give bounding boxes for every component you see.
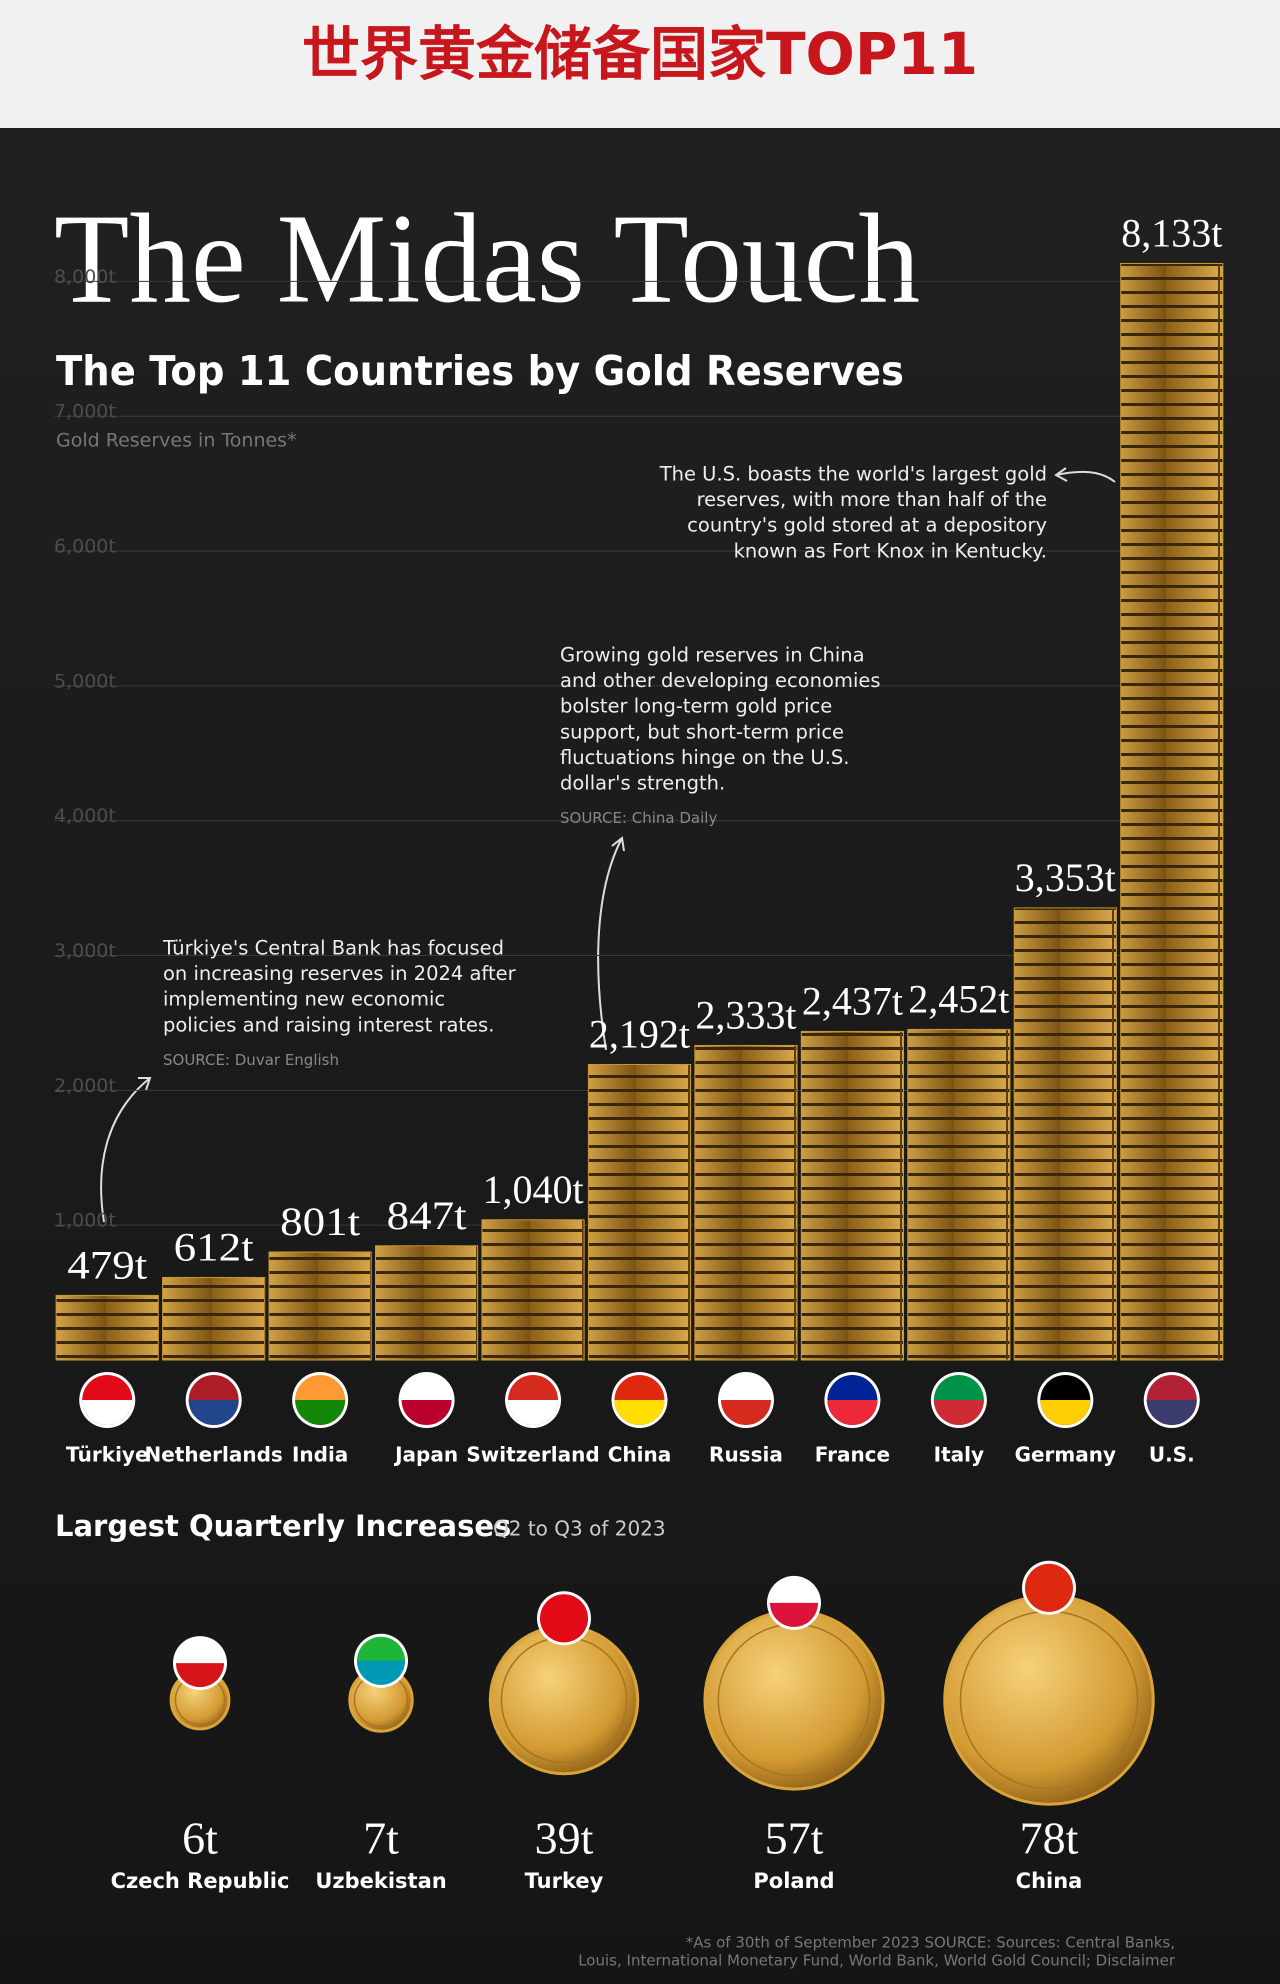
- bar: [481, 1219, 585, 1361]
- y-tick-label: 8,000t: [54, 266, 116, 288]
- annotation: Türkiye's Central Bank has focused: [162, 937, 504, 960]
- annotation: implementing new economic: [163, 988, 445, 1011]
- annotation-source: SOURCE: China Daily: [560, 809, 717, 827]
- annotation: on increasing reserves in 2024 after: [163, 962, 517, 985]
- x-tick-label: Italy: [934, 1443, 984, 1467]
- annotation: bolster long-term gold price: [560, 695, 832, 718]
- annotation: reserves, with more than half of the: [697, 488, 1047, 511]
- chart-title: The Midas Touch: [54, 187, 920, 329]
- flag: [188, 1400, 239, 1425]
- annotation: country's gold stored at a depository: [687, 514, 1047, 537]
- annotation: dollar's strength.: [560, 772, 725, 795]
- arrow: [1054, 467, 1116, 483]
- footnote: *As of 30th of September 2023 SOURCE: So…: [686, 1934, 1175, 1952]
- value-label: 3,353t: [1015, 855, 1116, 900]
- y-tick-label: 4,000t: [54, 805, 116, 827]
- x-tick-label: Türkiye: [66, 1443, 149, 1467]
- y-tick-label: 2,000t: [54, 1075, 116, 1097]
- banner-title: 世界黄金储备国家TOP11: [302, 20, 978, 88]
- bar: [694, 1044, 798, 1361]
- value-label: 2,437t: [802, 979, 903, 1024]
- annotation: support, but short-term price: [560, 720, 844, 743]
- bar: [1120, 262, 1224, 1361]
- annotation: and other developing economies: [560, 669, 881, 692]
- banner: [0, 0, 1280, 128]
- y-axis-label: Gold Reserves in Tonnes*: [56, 430, 297, 452]
- value-label: 7t: [363, 1813, 399, 1864]
- value-label: 6t: [182, 1813, 218, 1864]
- category-label: Czech Republic: [111, 1869, 290, 1893]
- section-title: Largest Quarterly Increases: [55, 1509, 511, 1543]
- annotation-source: SOURCE: Duvar English: [163, 1051, 339, 1069]
- coin: [488, 1624, 640, 1776]
- flag: [82, 1400, 133, 1425]
- value-label: 2,452t: [908, 977, 1009, 1022]
- bar: [1013, 907, 1117, 1361]
- y-tick-label: 1,000t: [54, 1210, 116, 1232]
- value-label: 847t: [387, 1193, 467, 1238]
- category-label: Uzbekistan: [315, 1869, 446, 1893]
- x-tick-label: Germany: [1015, 1443, 1116, 1467]
- annotation: fluctuations hinge on the U.S.: [560, 746, 849, 769]
- value-label: 612t: [174, 1225, 254, 1270]
- bar: [374, 1245, 479, 1361]
- bar: [268, 1251, 372, 1361]
- annotation: Growing gold reserves in China: [560, 644, 865, 667]
- value-label: 8,133t: [1121, 211, 1222, 256]
- annotation: policies and raising interest rates.: [163, 1013, 494, 1036]
- footnote: Louis, International Monetary Fund, Worl…: [578, 1952, 1176, 1970]
- value-label: 57t: [765, 1813, 824, 1864]
- x-tick-label: Switzerland: [466, 1443, 599, 1467]
- flag: [720, 1400, 771, 1425]
- x-tick-label: U.S.: [1149, 1443, 1195, 1467]
- category-label: Turkey: [525, 1869, 604, 1893]
- bar: [587, 1063, 692, 1361]
- value-label: 1,040t: [482, 1167, 583, 1212]
- bar: [907, 1028, 1011, 1361]
- bar: [800, 1030, 905, 1361]
- flag: [1040, 1400, 1091, 1425]
- y-tick-label: 3,000t: [54, 940, 116, 962]
- x-tick-label: Russia: [709, 1443, 783, 1467]
- chart-subtitle: The Top 11 Countries by Gold Reserves: [56, 347, 904, 395]
- x-tick-label: China: [608, 1443, 672, 1467]
- flag: [933, 1400, 984, 1425]
- value-label: 78t: [1020, 1813, 1079, 1864]
- flag: [401, 1400, 452, 1425]
- x-tick-label: France: [815, 1443, 890, 1467]
- bar: [162, 1276, 266, 1361]
- flag: [176, 1663, 224, 1688]
- bar: [55, 1294, 159, 1361]
- flag: [508, 1400, 559, 1425]
- annotation: The U.S. boasts the world's largest gold: [659, 463, 1047, 486]
- flag: [770, 1602, 818, 1627]
- flag: [1146, 1400, 1197, 1425]
- flag: [614, 1400, 665, 1425]
- coin: [943, 1594, 1155, 1806]
- category-label: Poland: [753, 1869, 834, 1893]
- flag: [295, 1400, 346, 1425]
- flag: [1025, 1587, 1073, 1612]
- category-label: China: [1016, 1869, 1083, 1893]
- coin: [703, 1609, 885, 1791]
- x-tick-label: Netherlands: [145, 1443, 283, 1467]
- value-label: 2,333t: [695, 993, 796, 1038]
- y-tick-label: 5,000t: [54, 670, 116, 692]
- section-subtitle: Q2 to Q3 of 2023: [493, 1517, 666, 1541]
- value-label: 2,192t: [589, 1012, 690, 1057]
- arrow: [597, 836, 625, 1051]
- x-tick-label: India: [292, 1443, 348, 1467]
- value-label: 801t: [280, 1199, 360, 1244]
- flag: [357, 1660, 405, 1685]
- value-label: 479t: [67, 1243, 147, 1288]
- x-tick-label: Japan: [393, 1443, 458, 1467]
- y-tick-label: 6,000t: [54, 536, 116, 558]
- flag: [540, 1618, 588, 1643]
- annotation: known as Fort Knox in Kentucky.: [734, 539, 1047, 562]
- flag: [827, 1400, 878, 1425]
- y-tick-label: 7,000t: [54, 401, 116, 423]
- value-label: 39t: [535, 1813, 594, 1864]
